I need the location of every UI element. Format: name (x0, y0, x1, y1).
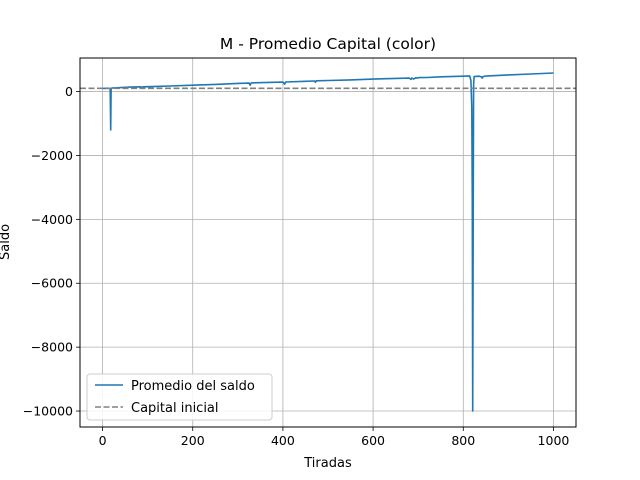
tick-layer: 0 200 400 600 800 1000 0 −2000 −4000 −6000 −8000 −1… (23, 84, 570, 448)
x-tick-label: 400 (271, 433, 295, 448)
legend-box (86, 373, 273, 421)
x-tick-label: 1000 (538, 433, 570, 448)
y-tick-label: −4000 (31, 212, 73, 227)
y-tick-label: −6000 (31, 276, 73, 291)
x-tick-label: 600 (361, 433, 385, 448)
x-axis-label: Tiradas (303, 456, 352, 471)
y-tick-label: −8000 (31, 340, 73, 355)
y-axis-label: Saldo (0, 224, 13, 260)
y-tick-label: 0 (65, 84, 73, 99)
series-layer (80, 72, 576, 412)
x-tick-label: 800 (451, 433, 475, 448)
grid-layer (80, 58, 576, 427)
legend-label-promedio: Promedio del saldo (131, 379, 255, 394)
x-tick-label: 200 (181, 433, 205, 448)
chart-title: M - Promedio Capital (color) (220, 35, 436, 53)
plot-frame (79, 57, 577, 428)
series-line-promedio-del-saldo (102, 72, 554, 412)
legend-label-capital: Capital inicial (131, 401, 219, 416)
legend: Promedio del saldo Capital inicial (86, 373, 273, 421)
y-tick-label: −2000 (31, 148, 73, 163)
x-tick-label: 0 (99, 433, 107, 448)
y-tick-label: −10000 (23, 404, 73, 419)
